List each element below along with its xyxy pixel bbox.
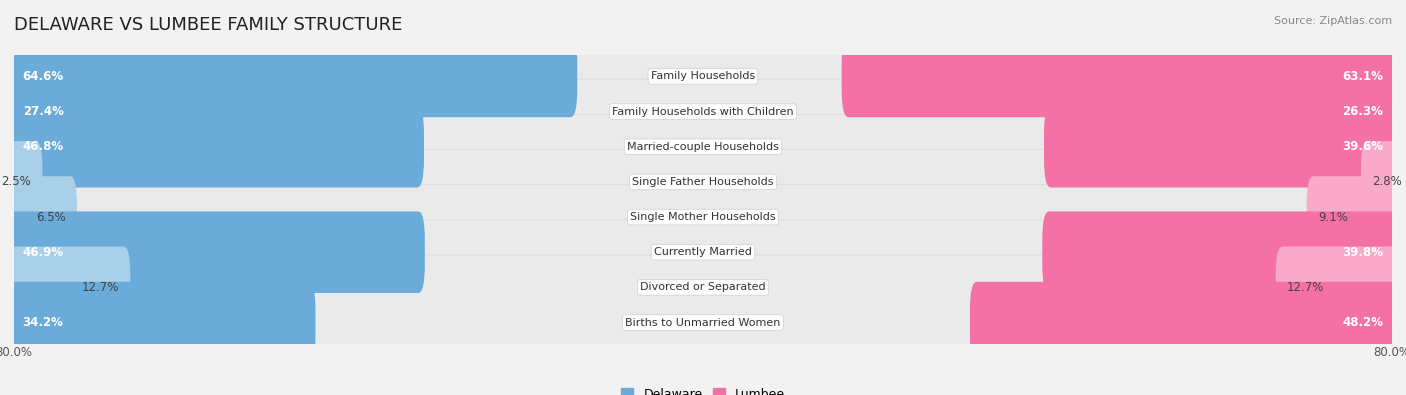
FancyBboxPatch shape [1045,106,1399,188]
Text: 48.2%: 48.2% [1343,316,1384,329]
FancyBboxPatch shape [1361,141,1399,223]
Text: 12.7%: 12.7% [82,281,120,294]
Text: 46.8%: 46.8% [22,140,63,153]
Text: 34.2%: 34.2% [22,316,63,329]
FancyBboxPatch shape [7,141,42,223]
FancyBboxPatch shape [7,106,425,188]
FancyBboxPatch shape [1159,71,1399,152]
Text: Divorced or Separated: Divorced or Separated [640,282,766,292]
Text: Source: ZipAtlas.com: Source: ZipAtlas.com [1274,16,1392,26]
Text: 12.7%: 12.7% [1286,281,1324,294]
FancyBboxPatch shape [1042,211,1399,293]
FancyBboxPatch shape [7,176,77,258]
Text: Currently Married: Currently Married [654,247,752,257]
FancyBboxPatch shape [6,115,1400,249]
FancyBboxPatch shape [6,150,1400,284]
FancyBboxPatch shape [1306,176,1399,258]
Text: DELAWARE VS LUMBEE FAMILY STRUCTURE: DELAWARE VS LUMBEE FAMILY STRUCTURE [14,16,402,34]
Text: 39.8%: 39.8% [1343,246,1384,259]
FancyBboxPatch shape [7,36,578,117]
Legend: Delaware, Lumbee: Delaware, Lumbee [621,388,785,395]
FancyBboxPatch shape [6,44,1400,179]
FancyBboxPatch shape [842,36,1399,117]
Text: Births to Unmarried Women: Births to Unmarried Women [626,318,780,327]
FancyBboxPatch shape [6,79,1400,214]
Text: Family Households with Children: Family Households with Children [612,107,794,117]
Text: Married-couple Households: Married-couple Households [627,142,779,152]
Text: 39.6%: 39.6% [1343,140,1384,153]
FancyBboxPatch shape [7,71,257,152]
Text: 9.1%: 9.1% [1317,211,1348,224]
FancyBboxPatch shape [1275,246,1399,328]
FancyBboxPatch shape [7,246,131,328]
Text: 6.5%: 6.5% [37,211,66,224]
Text: 2.8%: 2.8% [1372,175,1402,188]
Text: Family Households: Family Households [651,71,755,81]
FancyBboxPatch shape [6,9,1400,144]
Text: 46.9%: 46.9% [22,246,63,259]
Text: 64.6%: 64.6% [22,70,63,83]
FancyBboxPatch shape [7,282,315,363]
FancyBboxPatch shape [970,282,1399,363]
FancyBboxPatch shape [6,255,1400,390]
Text: 26.3%: 26.3% [1343,105,1384,118]
Text: 27.4%: 27.4% [22,105,63,118]
Text: 63.1%: 63.1% [1343,70,1384,83]
Text: Single Father Households: Single Father Households [633,177,773,187]
FancyBboxPatch shape [6,220,1400,355]
FancyBboxPatch shape [6,185,1400,320]
Text: Single Mother Households: Single Mother Households [630,212,776,222]
FancyBboxPatch shape [7,211,425,293]
Text: 2.5%: 2.5% [1,175,31,188]
